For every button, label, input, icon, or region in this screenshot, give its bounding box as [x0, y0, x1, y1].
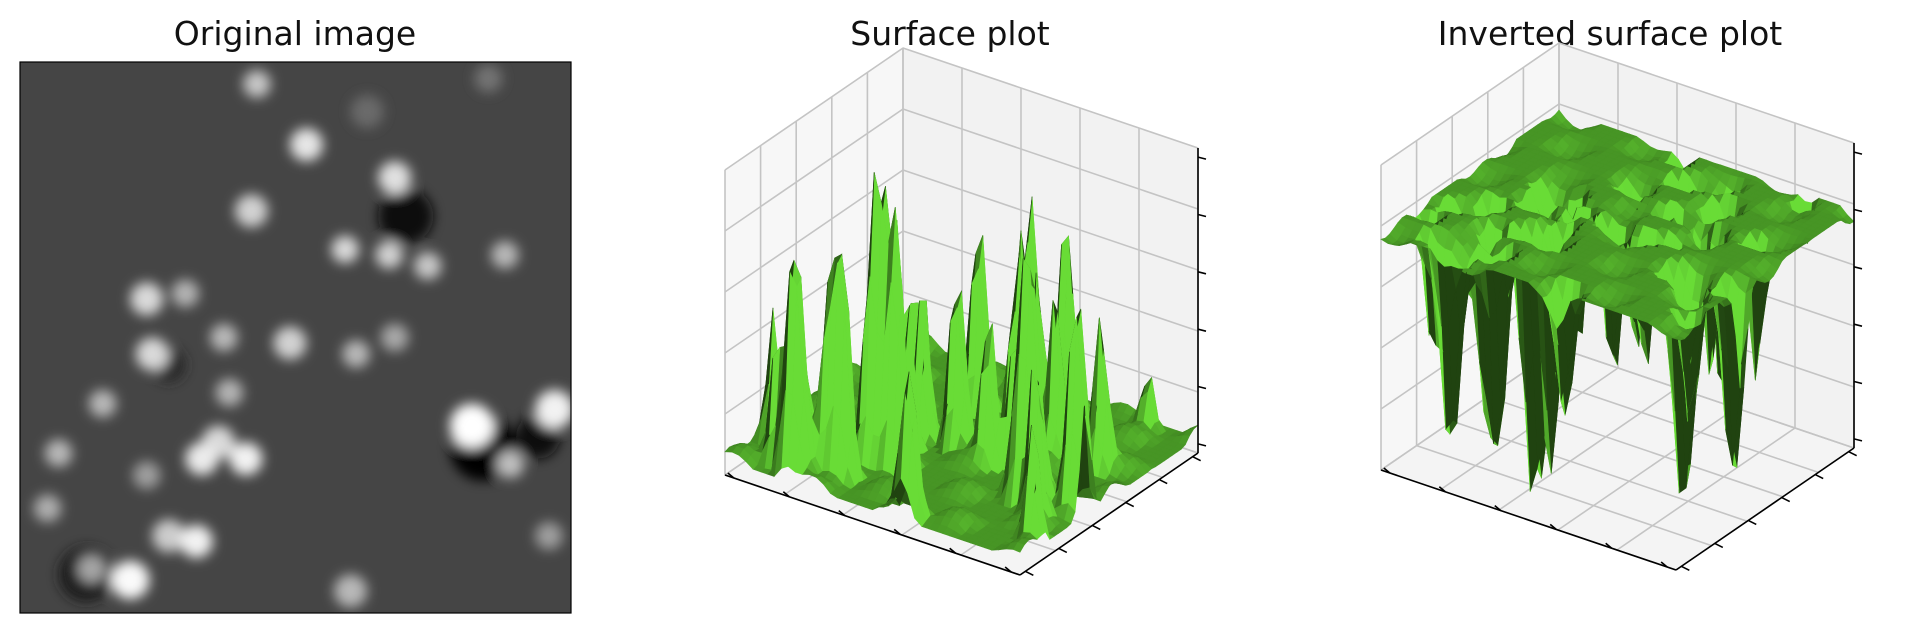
panel-title-inverted: Inverted surface plot	[1437, 14, 1783, 53]
y-tick	[1125, 501, 1135, 508]
y-axis-line	[1675, 447, 1855, 571]
image-bright-blob	[273, 326, 307, 360]
y-tick	[1680, 565, 1690, 572]
image-bright-blob	[380, 323, 409, 352]
image-bright-blob	[130, 282, 164, 316]
grid-line	[724, 108, 904, 232]
inverted-surface-plot-panel	[1379, 42, 1863, 572]
image-bright-blob	[171, 279, 200, 308]
image-bright-blob	[185, 442, 219, 476]
image-bright-blob	[491, 241, 519, 269]
grid-line	[1416, 444, 1712, 547]
image-bright-blob	[350, 95, 384, 129]
image-bright-blob	[535, 522, 563, 550]
grid-line	[902, 230, 1199, 332]
z-tick	[1197, 271, 1207, 275]
original-image-panel	[19, 61, 572, 614]
z-tick	[1197, 443, 1207, 447]
grid-line	[1616, 427, 1796, 551]
image-bright-blob	[88, 389, 117, 418]
image-bright-blob	[110, 560, 150, 600]
grid-line	[1558, 347, 1855, 449]
image-bright-blob	[474, 64, 503, 93]
inverted-surface-mesh	[1380, 109, 1855, 494]
z-tick	[1853, 438, 1863, 442]
panel-title-surface: Surface plot	[850, 14, 1050, 53]
y-tick	[1814, 473, 1824, 480]
y-tick	[1192, 455, 1202, 462]
grid-line	[1380, 42, 1560, 166]
image-bright-blob	[331, 235, 359, 264]
y-tick	[1848, 450, 1858, 457]
y-tick	[1024, 570, 1034, 577]
grid-line	[1380, 103, 1560, 227]
image-bright-blob	[375, 241, 403, 269]
surface-facet	[724, 445, 737, 453]
image-bright-blob	[289, 128, 324, 162]
image-bright-blob	[535, 389, 571, 429]
image-dark-spot	[378, 188, 434, 244]
inverted-axes-ticks	[1380, 143, 1863, 572]
image-bright-blob	[179, 524, 213, 558]
image-bright-blob	[496, 450, 525, 479]
grid-line	[1451, 420, 1748, 522]
z-tick	[1197, 213, 1207, 218]
z-tick	[1853, 266, 1863, 270]
z-tick	[1853, 323, 1863, 327]
image-bright-blob	[210, 323, 238, 352]
y-tick	[1091, 524, 1101, 531]
image-bright-blob	[152, 519, 186, 553]
y-tick	[1058, 547, 1068, 554]
z-tick	[1853, 380, 1863, 385]
image-bright-blob	[378, 161, 412, 195]
grid-line	[724, 47, 904, 171]
z-tick	[1853, 151, 1863, 155]
image-intensity-blobs	[33, 64, 571, 608]
surface-facet	[1380, 237, 1394, 244]
x-axis-line	[724, 474, 1021, 576]
image-bright-blob	[132, 461, 161, 490]
image-bright-blob	[413, 252, 442, 280]
image-bright-blob	[135, 337, 169, 371]
grid-line	[1558, 42, 1855, 144]
x-axis-line	[1380, 469, 1677, 571]
image-bright-blob	[234, 194, 268, 228]
surface-plot-panel	[723, 47, 1207, 577]
image-bright-blob	[449, 403, 494, 448]
y-tick	[1714, 542, 1724, 549]
grid-line	[1498, 387, 1678, 511]
z-tick	[1853, 208, 1863, 213]
z-tick	[1197, 328, 1207, 332]
y-tick	[1158, 478, 1168, 485]
image-bright-blob	[229, 442, 263, 476]
image-bright-blob	[77, 555, 106, 583]
grid-line	[902, 47, 1199, 149]
grid-line	[902, 108, 1199, 210]
y-tick	[1781, 496, 1791, 503]
image-bright-blob	[33, 494, 62, 523]
z-tick	[1197, 385, 1207, 390]
grid-line	[1558, 103, 1855, 205]
image-frame	[19, 61, 572, 614]
image-bright-blob	[215, 378, 244, 407]
y-tick	[1747, 519, 1757, 526]
image-bright-blob	[334, 574, 368, 608]
surface-mesh	[724, 172, 1199, 553]
image-bright-blob	[44, 439, 73, 467]
panel-title-original: Original image	[173, 14, 417, 53]
grid-line	[1523, 371, 1819, 474]
grid-line	[1557, 407, 1737, 531]
image-bright-blob	[243, 70, 271, 98]
surface-axes-ticks	[724, 148, 1207, 577]
grid-line	[902, 169, 1199, 271]
z-tick	[1197, 156, 1207, 160]
image-bright-blob	[342, 340, 370, 368]
y-axis-line	[1019, 452, 1199, 576]
